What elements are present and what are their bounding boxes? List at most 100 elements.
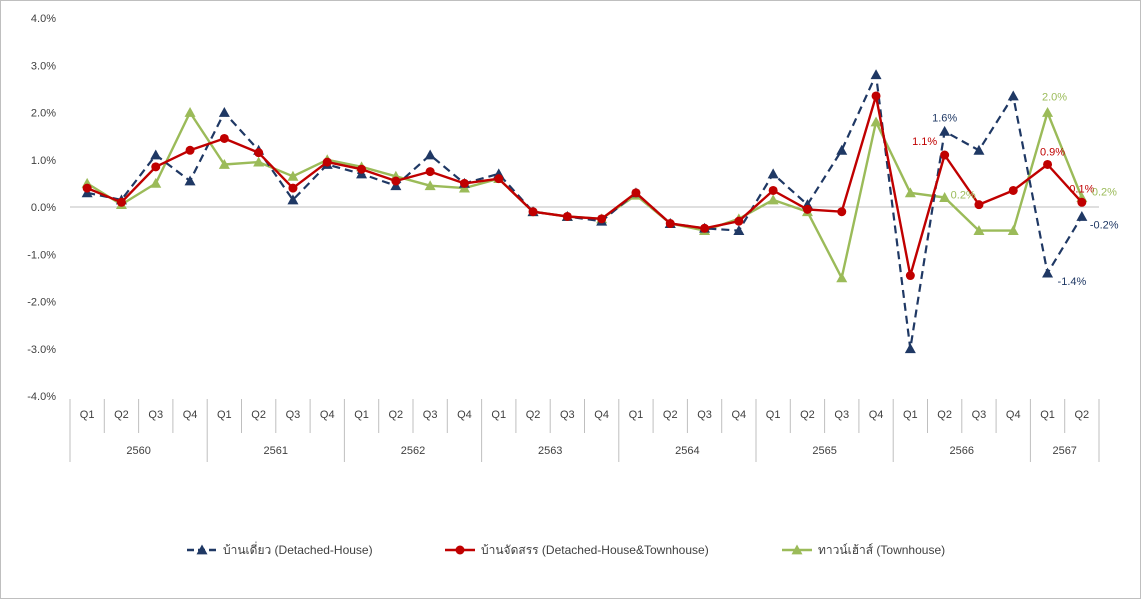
data-label-layer: 1.6%-1.4%-0.2%1.1%0.9%0.1%0.2%2.0%0.2% xyxy=(912,92,1119,289)
data-point xyxy=(287,194,299,205)
data-point xyxy=(905,271,915,281)
data-point xyxy=(357,164,367,174)
year-label: 2560 xyxy=(126,445,150,457)
legend-item: ทาวน์เฮ้าส์ (Townhouse) xyxy=(782,543,945,557)
y-tick-label: 1.0% xyxy=(31,155,56,167)
year-label: 2563 xyxy=(538,445,562,457)
data-point xyxy=(494,174,504,184)
data-point xyxy=(562,211,572,221)
data-point xyxy=(870,69,882,80)
x-tick-label: Q4 xyxy=(457,409,472,421)
data-point xyxy=(940,150,950,160)
data-point xyxy=(82,183,92,193)
data-point xyxy=(424,180,436,191)
data-point xyxy=(1076,210,1088,221)
year-label: 2561 xyxy=(264,445,288,457)
data-label: 1.6% xyxy=(932,112,957,124)
year-label: 2565 xyxy=(812,445,836,457)
x-tick-label: Q4 xyxy=(1006,409,1021,421)
data-point xyxy=(939,192,951,202)
data-point xyxy=(1007,225,1019,236)
data-point xyxy=(218,158,230,169)
year-label: 2562 xyxy=(401,445,425,457)
x-tick-label: Q4 xyxy=(594,409,609,421)
data-point xyxy=(1042,107,1054,117)
series-layer xyxy=(81,69,1088,354)
x-tick-label: Q3 xyxy=(423,409,438,421)
legend: บ้านเดี่ยว (Detached-House) บ้านจัดสรร (D… xyxy=(187,541,945,557)
data-point xyxy=(151,162,161,172)
data-point xyxy=(288,183,298,193)
legend-swatch-marker xyxy=(791,544,803,555)
data-point xyxy=(287,170,299,181)
data-point xyxy=(836,144,848,155)
legend-label: บ้านเดี่ยว (Detached-House) xyxy=(223,541,373,557)
data-label: -0.2% xyxy=(1090,219,1119,231)
data-point xyxy=(528,207,538,217)
data-point xyxy=(837,207,847,217)
x-tick-label: Q3 xyxy=(697,409,712,421)
data-point xyxy=(425,167,435,177)
y-tick-label: -4.0% xyxy=(27,391,56,403)
data-label: -1.4% xyxy=(1058,276,1087,288)
data-point xyxy=(733,225,745,236)
data-point xyxy=(1008,185,1018,195)
year-label: 2564 xyxy=(675,445,699,457)
x-tick-label: Q1 xyxy=(80,409,95,421)
data-point xyxy=(597,214,607,224)
data-point xyxy=(973,144,985,155)
y-tick-label: 3.0% xyxy=(31,60,56,72)
x-tick-label: Q2 xyxy=(114,409,129,421)
legend-label: บ้านจัดสรร (Detached-House&Townhouse) xyxy=(481,543,709,557)
y-tick-label: 0.0% xyxy=(31,202,56,214)
x-tick-label: Q3 xyxy=(834,409,849,421)
data-point xyxy=(184,175,196,186)
x-tick-label: Q2 xyxy=(526,409,541,421)
data-point xyxy=(459,178,469,188)
data-label: 0.1% xyxy=(1069,183,1094,195)
series-1 xyxy=(82,91,1087,281)
data-point xyxy=(836,272,848,283)
x-tick-label: Q3 xyxy=(972,409,987,421)
data-point xyxy=(768,185,778,195)
x-tick-label: Q2 xyxy=(800,409,815,421)
data-point xyxy=(1043,159,1053,169)
series-line xyxy=(86,73,1083,350)
data-point xyxy=(184,107,196,117)
x-tick-label: Q1 xyxy=(354,409,369,421)
data-label: 0.9% xyxy=(1040,146,1065,158)
x-tick-label: Q4 xyxy=(183,409,198,421)
x-tick-label: Q1 xyxy=(1040,409,1055,421)
data-point xyxy=(219,133,229,143)
x-tick-label: Q3 xyxy=(148,409,163,421)
data-point xyxy=(665,219,675,229)
year-label: 2567 xyxy=(1052,445,1076,457)
data-point xyxy=(767,194,779,205)
data-point xyxy=(802,204,812,214)
data-point xyxy=(218,107,230,117)
x-tick-label: Q2 xyxy=(663,409,678,421)
y-tick-label: 4.0% xyxy=(31,13,56,25)
data-point xyxy=(253,156,265,167)
data-label: 0.2% xyxy=(1092,187,1117,199)
x-tick-label: Q1 xyxy=(766,409,781,421)
x-tick-label: Q1 xyxy=(903,409,918,421)
data-point xyxy=(974,200,984,210)
x-tick-label: Q1 xyxy=(217,409,232,421)
x-tick-label: Q2 xyxy=(251,409,266,421)
legend-label: ทาวน์เฮ้าส์ (Townhouse) xyxy=(818,543,945,557)
data-point xyxy=(1077,197,1087,207)
x-tick-label: Q1 xyxy=(629,409,644,421)
y-tick-label: -2.0% xyxy=(27,297,56,309)
legend-swatch-marker xyxy=(455,545,465,555)
data-point xyxy=(870,116,882,127)
data-point xyxy=(391,176,401,186)
x-tick-label: Q4 xyxy=(320,409,335,421)
data-point xyxy=(150,177,162,188)
data-label: 2.0% xyxy=(1042,92,1067,104)
x-tick-label: Q4 xyxy=(732,409,747,421)
x-tick-label: Q4 xyxy=(869,409,884,421)
data-point xyxy=(254,148,264,158)
x-tick-label: Q3 xyxy=(560,409,575,421)
